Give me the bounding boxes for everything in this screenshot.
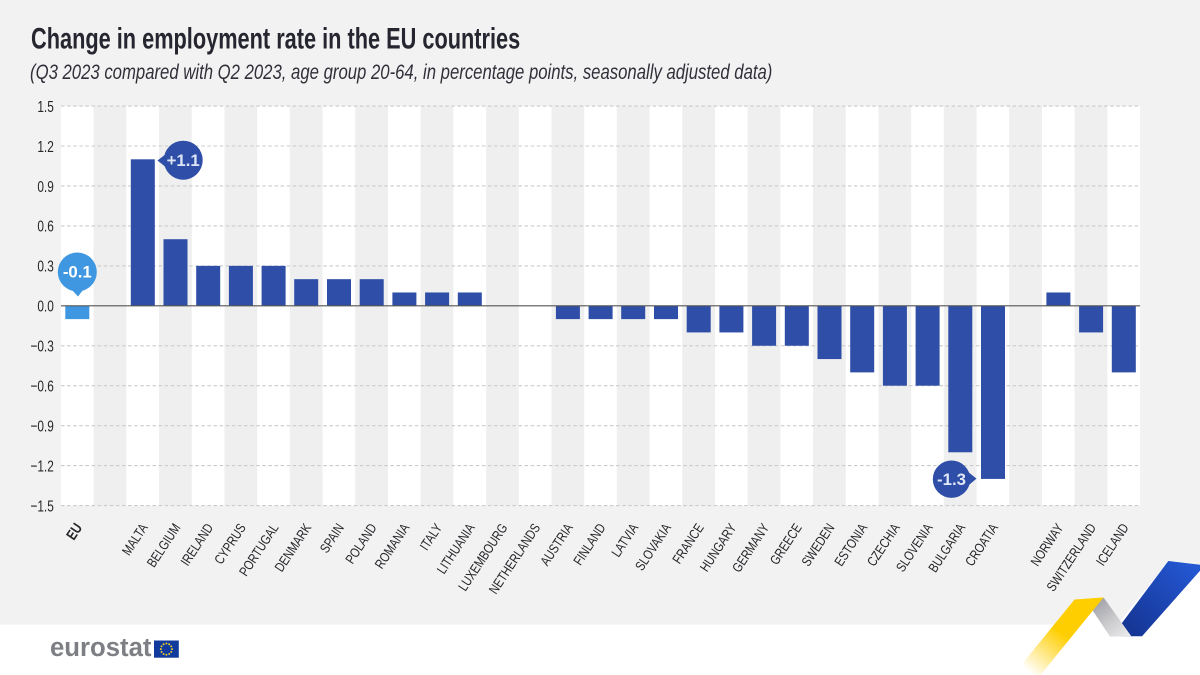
svg-text:−0.6: −0.6	[30, 377, 54, 395]
svg-text:+1.1: +1.1	[167, 151, 200, 170]
svg-text:eurostat: eurostat	[50, 634, 152, 662]
svg-text:0.9: 0.9	[37, 177, 54, 195]
svg-text:0.3: 0.3	[37, 257, 54, 275]
svg-text:0.6: 0.6	[37, 217, 54, 235]
svg-text:1.5: 1.5	[37, 97, 54, 115]
svg-text:−0.3: −0.3	[30, 337, 54, 355]
svg-text:-1.3: -1.3	[937, 470, 966, 489]
svg-text:Change in employment rate in t: Change in employment rate in the EU coun…	[31, 21, 520, 55]
svg-text:-0.1: -0.1	[63, 263, 92, 282]
svg-text:(Q3 2023 compared with Q2 2023: (Q3 2023 compared with Q2 2023, age grou…	[30, 61, 772, 84]
svg-text:1.2: 1.2	[37, 137, 54, 155]
svg-text:−1.2: −1.2	[30, 457, 54, 475]
svg-text:−0.9: −0.9	[30, 417, 54, 435]
svg-text:−1.5: −1.5	[30, 497, 54, 515]
svg-text:0.0: 0.0	[37, 297, 54, 315]
svg-text:EU: EU	[63, 520, 86, 543]
